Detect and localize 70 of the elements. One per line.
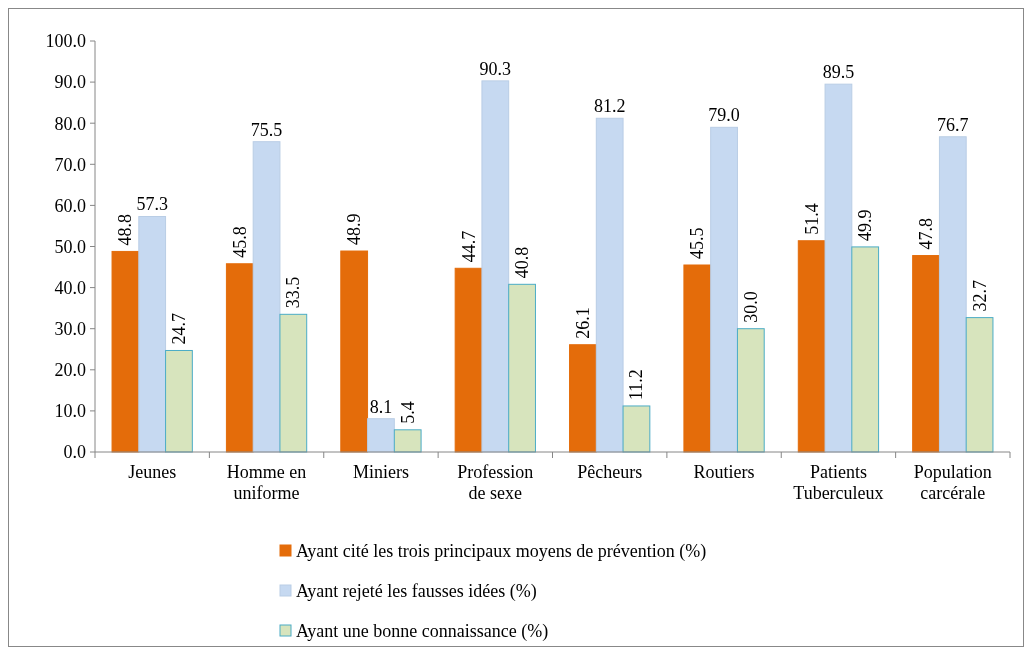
data-label: 45.8 (229, 226, 250, 258)
bar (252, 141, 281, 453)
data-label: 90.3 (479, 58, 512, 79)
y-tick-label: 20.0 (54, 360, 86, 381)
data-label: 44.7 (458, 230, 479, 263)
y-tick-label: 90.0 (54, 72, 86, 93)
data-label: 33.5 (283, 276, 304, 309)
data-label: 32.7 (969, 280, 990, 312)
x-tick-label: Population carcérale (913, 462, 992, 503)
bar (938, 136, 967, 453)
bar (279, 313, 308, 453)
bar (138, 216, 167, 453)
data-label: 8.1 (369, 396, 393, 417)
bar (824, 83, 853, 453)
data-label: 30.0 (740, 291, 761, 323)
x-tick-label: Patients Tuberculeux (793, 462, 884, 503)
data-label: 26.1 (572, 307, 593, 339)
data-label: 48.8 (115, 213, 136, 246)
bar (225, 263, 254, 453)
bar (736, 328, 765, 453)
bar (340, 250, 369, 453)
y-tick-label: 100.0 (45, 31, 86, 52)
legend-label: Ayant cité les trois principaux moyens de prévention (%) (296, 541, 707, 563)
x-tick-label: Profession de sexe (457, 462, 534, 503)
data-label: 45.5 (687, 227, 708, 259)
data-label: 47.8 (916, 218, 937, 250)
bar (797, 240, 826, 453)
x-tick-label: Homme en uniforme (226, 462, 307, 503)
legend-label: Ayant rejeté les fausses idées (%) (296, 581, 537, 603)
y-tick-label: 30.0 (54, 319, 86, 339)
x-tick-label: Routiers (693, 462, 755, 482)
y-tick-label: 0.0 (63, 442, 86, 463)
data-label: 49.9 (855, 209, 876, 241)
bar (508, 283, 536, 453)
bar (454, 267, 483, 453)
data-label: 40.8 (512, 246, 533, 279)
bar (595, 117, 624, 453)
bar (622, 405, 651, 453)
data-label: 81.2 (593, 96, 626, 117)
data-label: 5.4 (397, 401, 418, 424)
data-label: 89.5 (822, 62, 855, 83)
legend-label: Ayant une bonne connaissance (%) (296, 621, 549, 643)
y-tick-label: 50.0 (54, 236, 86, 257)
data-label: 79.0 (708, 105, 740, 126)
y-tick-label: 60.0 (54, 195, 86, 216)
data-label: 57.3 (136, 194, 168, 215)
y-tick-label: 80.0 (54, 113, 86, 134)
data-label: 48.9 (344, 213, 365, 246)
x-tick-label: Jeunes (128, 462, 177, 482)
y-tick-label: 40.0 (54, 277, 86, 298)
bar (683, 264, 712, 453)
bar (569, 344, 597, 453)
y-tick-label: 70.0 (54, 154, 86, 175)
data-label: 11.2 (626, 369, 647, 400)
x-tick-label: Pêcheurs (577, 462, 643, 482)
bar (367, 418, 395, 453)
bar (111, 250, 140, 453)
y-tick-label: 10.0 (54, 401, 86, 422)
data-label: 76.7 (937, 114, 969, 135)
data-label: 24.7 (168, 312, 189, 345)
data-label: 75.5 (250, 119, 283, 140)
bar (393, 429, 422, 453)
x-tick-label: Miniers (352, 462, 409, 482)
bar (912, 255, 940, 453)
bar (481, 80, 510, 453)
bar (965, 317, 994, 453)
bar (851, 246, 880, 453)
data-label: 51.4 (801, 203, 822, 235)
bar (710, 126, 738, 453)
bar (165, 349, 193, 453)
